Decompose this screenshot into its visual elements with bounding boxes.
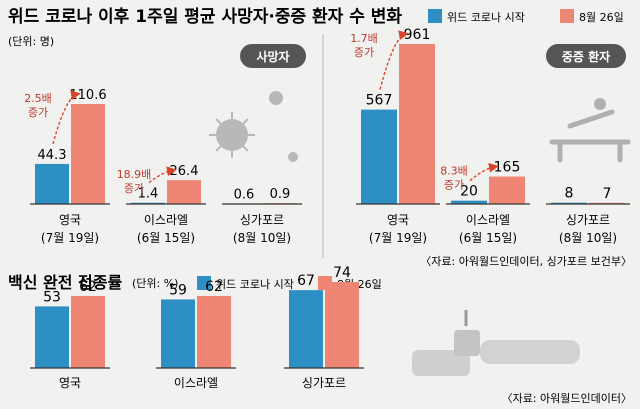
legend-label-aug: 8월 26일 <box>579 10 624 24</box>
legend-swatch-aug <box>560 9 574 23</box>
vaccine-title: 백신 완전 접종률 <box>8 273 122 292</box>
bar-start <box>161 299 195 368</box>
growth-arrow <box>148 166 177 184</box>
growth-annotation: 18.9배 <box>117 168 152 181</box>
data-label: 0.6 <box>234 187 255 202</box>
bar-start <box>289 290 323 368</box>
data-label: 0.9 <box>270 187 291 202</box>
bar-start <box>35 306 69 368</box>
source-note-top: 〈자료: 아워월드인데이터, 싱가포르 보건부〉 <box>420 255 632 268</box>
data-label: 62 <box>205 279 223 295</box>
bar-aug <box>71 295 105 368</box>
bar-aug <box>399 44 435 204</box>
bar-aug <box>489 176 525 204</box>
data-label: 1.4 <box>138 187 159 202</box>
severe-badge-label: 중증 환자 <box>562 49 610 64</box>
vaccine-unit-label: (단위: %) <box>132 277 178 290</box>
data-label: 7 <box>603 186 612 202</box>
bar-aug <box>71 104 105 204</box>
growth-arrow <box>379 30 409 90</box>
vaccine-source-note: 〈자료: 아워월드인데이터〉 <box>502 392 632 405</box>
bar-start <box>451 200 487 204</box>
deaths-badge-label: 사망자 <box>256 49 289 64</box>
data-label: 62 <box>79 279 97 295</box>
category-date: (7월 19일) <box>41 231 99 245</box>
vaccine-legend-label-start: 위드 코로나 시작 <box>216 278 294 291</box>
bar-start <box>361 109 397 204</box>
data-label: 165 <box>494 160 521 176</box>
data-label: 20 <box>460 184 478 200</box>
growth-annotation: 증가 <box>354 46 374 59</box>
growth-arrow <box>469 162 499 182</box>
bar-aug <box>197 295 231 368</box>
bar-start <box>551 202 587 204</box>
category-label: 싱가포르 <box>240 213 284 227</box>
bar-start <box>131 202 165 204</box>
virus-icon <box>209 91 298 162</box>
growth-annotation: 2.5배 <box>24 92 52 105</box>
category-date: (6월 15일) <box>459 231 517 245</box>
growth-annotation: 증가 <box>28 106 48 119</box>
category-label: 이스라엘 <box>174 376 218 390</box>
data-label: 74 <box>333 265 351 281</box>
category-label: 영국 <box>387 213 409 227</box>
category-label: 싱가포르 <box>302 376 346 390</box>
unit-label: (단위: 명) <box>8 35 54 48</box>
growth-arrow <box>52 90 81 145</box>
growth-annotation: 증가 <box>124 182 144 195</box>
category-date: (8월 10일) <box>233 231 291 245</box>
legend-swatch-start <box>428 9 442 23</box>
category-label: 영국 <box>59 213 81 227</box>
category-label: 싱가포르 <box>566 213 610 227</box>
data-label: 961 <box>404 27 431 43</box>
growth-annotation: 1.7배 <box>350 32 378 45</box>
category-label: 이스라엘 <box>466 213 510 227</box>
data-label: 44.3 <box>38 148 67 163</box>
growth-annotation: 8.3배 <box>440 165 468 178</box>
bar-aug <box>167 180 201 204</box>
category-date: (7월 19일) <box>369 231 427 245</box>
category-label: 이스라엘 <box>144 213 188 227</box>
page-title: 위드 코로나 이후 1주일 평균 사망자·중증 환자 수 변화 <box>8 6 402 27</box>
growth-annotation: 증가 <box>444 179 464 192</box>
vaccine-legend-swatch-start <box>197 276 211 290</box>
data-label: 53 <box>43 289 61 305</box>
data-label: 567 <box>366 93 393 109</box>
data-label: 59 <box>169 282 187 298</box>
category-date: (8월 10일) <box>559 231 617 245</box>
hospital-bed-icon <box>549 98 631 163</box>
chart-marks: 44.3 110.6 영국 (7월 19일) 1.4 26.4 이스라엘 (6월 15일) 0.… <box>24 27 630 390</box>
data-label: 8 <box>565 186 574 202</box>
data-label: 26.4 <box>170 164 199 179</box>
data-label: 110.6 <box>69 88 106 103</box>
bar-start <box>35 163 69 204</box>
deaths-badge <box>240 44 306 68</box>
severe-badge <box>546 44 626 68</box>
category-date: (6월 15일) <box>137 231 195 245</box>
category-label: 영국 <box>59 376 81 390</box>
data-label: 67 <box>297 273 315 289</box>
bar-aug <box>325 282 359 368</box>
syringe-icon <box>412 310 580 376</box>
legend-label-start: 위드 코로나 시작 <box>447 11 525 24</box>
